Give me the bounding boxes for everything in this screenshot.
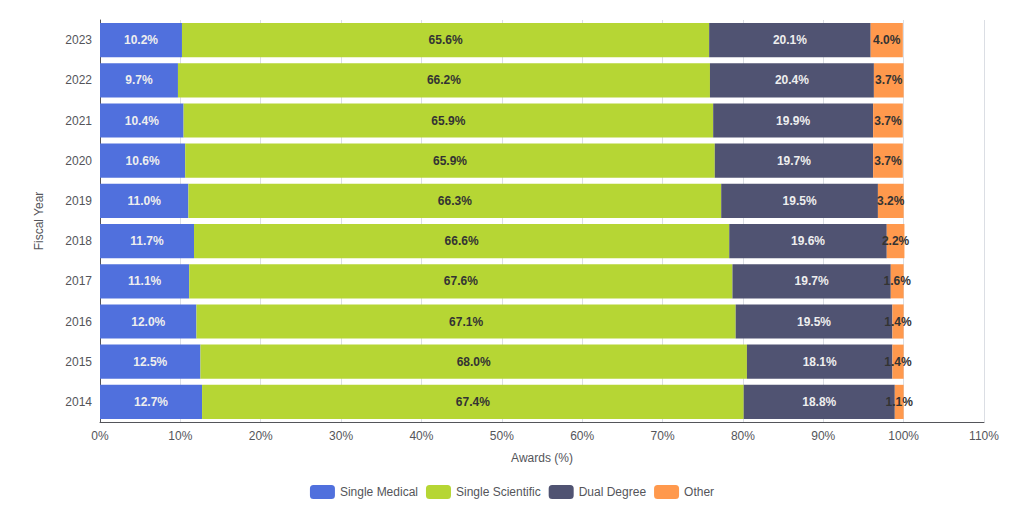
svg-text:18.1%: 18.1% [803, 355, 837, 369]
svg-text:Awards (%): Awards (%) [511, 451, 573, 465]
svg-text:90%: 90% [811, 429, 835, 443]
svg-text:12.0%: 12.0% [131, 315, 165, 329]
svg-text:2017: 2017 [65, 274, 92, 288]
svg-text:19.7%: 19.7% [795, 274, 829, 288]
svg-text:20.1%: 20.1% [773, 33, 807, 47]
svg-text:66.2%: 66.2% [427, 73, 461, 87]
svg-text:1.6%: 1.6% [884, 274, 912, 288]
svg-text:68.0%: 68.0% [457, 355, 491, 369]
svg-text:4.0%: 4.0% [873, 33, 901, 47]
svg-text:1.4%: 1.4% [884, 355, 912, 369]
svg-text:2015: 2015 [65, 355, 92, 369]
svg-text:40%: 40% [409, 429, 433, 443]
svg-text:11.0%: 11.0% [128, 194, 162, 208]
svg-text:Single Scientific: Single Scientific [456, 485, 541, 499]
svg-text:2.2%: 2.2% [882, 234, 910, 248]
svg-text:2016: 2016 [65, 315, 92, 329]
svg-text:10.2%: 10.2% [124, 33, 158, 47]
svg-text:20.4%: 20.4% [775, 73, 809, 87]
svg-text:19.5%: 19.5% [797, 315, 831, 329]
svg-text:3.7%: 3.7% [874, 114, 902, 128]
svg-text:1.1%: 1.1% [886, 395, 914, 409]
svg-text:3.7%: 3.7% [875, 73, 903, 87]
svg-text:2018: 2018 [65, 234, 92, 248]
svg-text:3.7%: 3.7% [874, 154, 902, 168]
svg-text:2019: 2019 [65, 194, 92, 208]
svg-text:12.7%: 12.7% [134, 395, 168, 409]
svg-text:20%: 20% [249, 429, 273, 443]
svg-text:110%: 110% [969, 429, 999, 443]
svg-text:1.4%: 1.4% [884, 315, 912, 329]
svg-text:65.9%: 65.9% [431, 114, 465, 128]
svg-text:11.7%: 11.7% [130, 234, 164, 248]
svg-text:18.8%: 18.8% [802, 395, 836, 409]
svg-text:30%: 30% [329, 429, 353, 443]
svg-text:11.1%: 11.1% [128, 274, 162, 288]
svg-text:67.1%: 67.1% [449, 315, 483, 329]
svg-text:19.6%: 19.6% [791, 234, 825, 248]
svg-text:10.6%: 10.6% [126, 154, 160, 168]
svg-text:60%: 60% [570, 429, 594, 443]
svg-text:70%: 70% [651, 429, 675, 443]
svg-text:19.5%: 19.5% [783, 194, 817, 208]
svg-text:10.4%: 10.4% [125, 114, 159, 128]
svg-text:12.5%: 12.5% [133, 355, 167, 369]
svg-text:2014: 2014 [65, 395, 92, 409]
svg-text:0%: 0% [91, 429, 109, 443]
svg-text:2020: 2020 [65, 154, 92, 168]
svg-text:Dual Degree: Dual Degree [579, 485, 647, 499]
svg-text:9.7%: 9.7% [125, 73, 153, 87]
svg-text:2022: 2022 [65, 73, 92, 87]
svg-text:2023: 2023 [65, 33, 92, 47]
svg-text:Fiscal Year: Fiscal Year [32, 192, 46, 251]
svg-text:3.2%: 3.2% [877, 194, 905, 208]
svg-text:19.7%: 19.7% [777, 154, 811, 168]
svg-text:10%: 10% [168, 429, 192, 443]
svg-text:67.4%: 67.4% [456, 395, 490, 409]
svg-text:Other: Other [684, 485, 714, 499]
svg-text:66.6%: 66.6% [445, 234, 479, 248]
svg-text:19.9%: 19.9% [776, 114, 810, 128]
svg-text:100%: 100% [888, 429, 919, 443]
svg-text:Single Medical: Single Medical [340, 485, 418, 499]
svg-text:2021: 2021 [65, 114, 92, 128]
svg-text:65.6%: 65.6% [429, 33, 463, 47]
svg-text:65.9%: 65.9% [433, 154, 467, 168]
svg-text:80%: 80% [731, 429, 755, 443]
svg-text:66.3%: 66.3% [438, 194, 472, 208]
svg-text:67.6%: 67.6% [444, 274, 478, 288]
svg-text:50%: 50% [490, 429, 514, 443]
